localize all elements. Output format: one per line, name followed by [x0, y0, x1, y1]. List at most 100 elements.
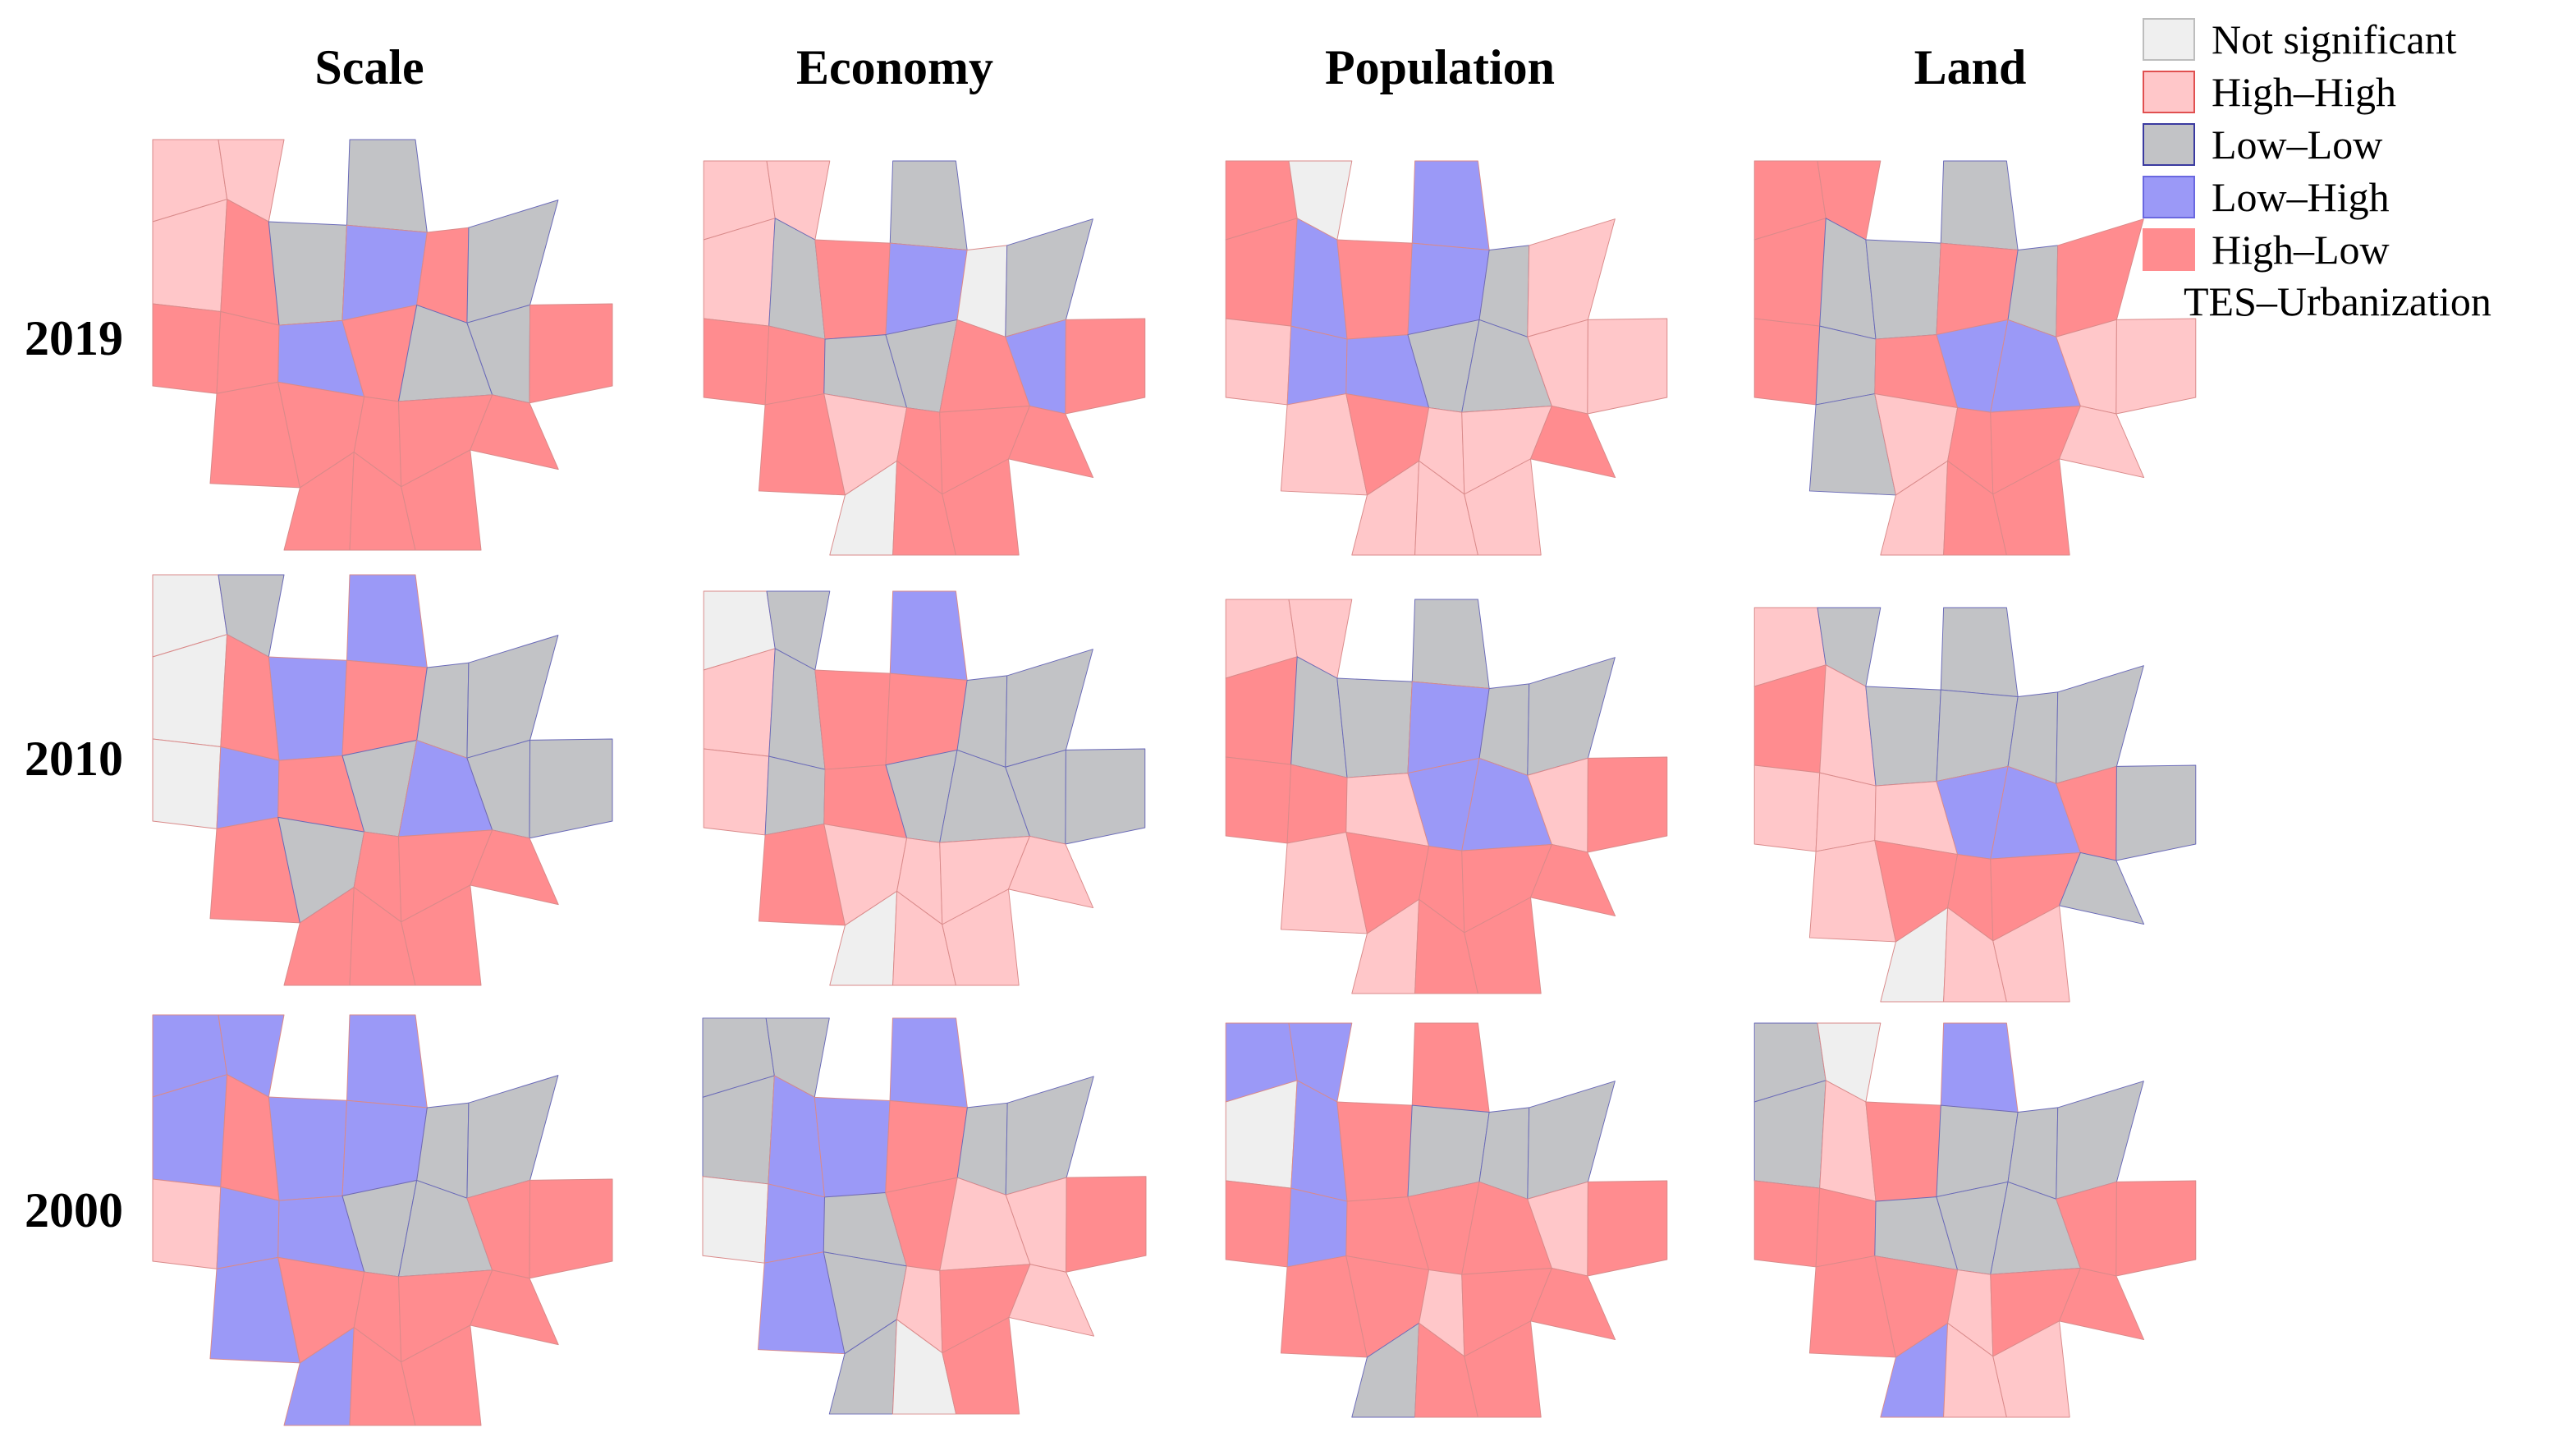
map-2000-land — [1753, 1022, 2197, 1418]
region-low-low — [1336, 677, 1413, 778]
region-high-high — [1753, 764, 1821, 852]
region-high-low — [1336, 1101, 1413, 1202]
region-low-low — [889, 160, 968, 250]
map-2019-land — [1753, 160, 2197, 556]
region-low-low — [268, 221, 347, 326]
region-high-low — [1530, 843, 1616, 917]
region-low-high — [346, 1014, 428, 1108]
region-high-low — [1815, 1187, 1877, 1268]
region-low-high — [1290, 1080, 1348, 1202]
region-high-low — [1992, 458, 2070, 556]
region-high-low — [1225, 756, 1292, 844]
region-high-low — [942, 1316, 1020, 1415]
legend-item-high-low: High–Low — [2143, 223, 2569, 276]
legend-label-low-low: Low–Low — [2212, 122, 2383, 168]
row-label-2000: 2000 — [25, 1183, 123, 1237]
region-low-low — [768, 648, 826, 770]
column-title-land: Land — [1914, 40, 2027, 94]
region-low-low — [529, 738, 613, 839]
map-2019-scale — [152, 139, 613, 551]
map-2010-scale — [152, 574, 613, 986]
region-low-low — [1815, 325, 1877, 406]
legend-label-not-significant: Not significant — [2212, 16, 2457, 62]
legend-label-low-high: Low–High — [2212, 174, 2390, 220]
legend-caption: TES–Urbanization — [2184, 278, 2491, 324]
region-high-high — [1008, 1264, 1095, 1337]
region-low-high — [216, 1186, 280, 1269]
region-high-low — [470, 1269, 559, 1346]
legend-item-high-high: High–High — [2143, 66, 2569, 118]
legend-swatch-high-low — [2143, 228, 2195, 271]
region-high-low — [220, 634, 280, 761]
region-low-high — [889, 1017, 968, 1108]
region-high-low — [764, 325, 826, 406]
region-high-low — [1530, 405, 1616, 479]
legend-swatch-high-high — [2143, 71, 2195, 113]
region-high-low — [1411, 1022, 1490, 1113]
region-high-high — [1225, 318, 1292, 406]
region-high-low — [1464, 1320, 1542, 1418]
region-high-low — [1753, 318, 1821, 406]
region-high-low — [529, 303, 613, 404]
region-not-significant — [152, 738, 222, 829]
region-high-low — [814, 669, 891, 770]
region-high-low — [1753, 1180, 1821, 1268]
region-high-high — [1819, 1080, 1877, 1202]
region-low-high — [1286, 325, 1348, 406]
region-low-high — [1411, 160, 1490, 250]
map-2010-population — [1225, 599, 1668, 994]
region-high-low — [1066, 1176, 1147, 1273]
region-low-low — [768, 218, 826, 340]
region-low-low — [1865, 686, 1941, 787]
legend-swatch-low-low — [2143, 123, 2195, 166]
region-high-low — [2115, 1180, 2197, 1277]
region-high-low — [1008, 405, 1094, 479]
column-title-population: Population — [1324, 40, 1556, 94]
region-low-high — [1940, 1022, 2019, 1113]
region-low-high — [768, 1075, 825, 1198]
legend-label-high-high: High–High — [2212, 69, 2396, 115]
region-high-low — [1865, 1101, 1941, 1202]
region-low-high — [268, 656, 347, 761]
region-low-high — [889, 590, 968, 681]
region-high-high — [1464, 458, 1542, 556]
map-2000-economy — [702, 1017, 1147, 1415]
region-high-low — [1587, 756, 1668, 853]
region-low-low — [1865, 239, 1941, 340]
region-high-low — [401, 1324, 482, 1426]
region-low-high — [763, 1183, 825, 1264]
legend-swatch-low-high — [2143, 176, 2195, 218]
region-high-low — [470, 829, 559, 906]
map-2000-population — [1225, 1022, 1668, 1418]
region-low-low — [1940, 160, 2019, 250]
region-high-low — [220, 1074, 280, 1201]
region-high-low — [216, 311, 280, 394]
region-high-low — [1336, 239, 1413, 340]
map-2010-economy — [703, 590, 1146, 986]
region-low-low — [346, 139, 428, 233]
region-low-low — [1819, 218, 1877, 340]
map-2000-scale — [152, 1014, 613, 1426]
region-low-high — [814, 1096, 891, 1198]
region-low-high — [268, 1096, 347, 1201]
region-high-low — [2059, 1267, 2145, 1341]
legend-label-high-low: High–Low — [2212, 227, 2390, 273]
region-high-high — [942, 888, 1020, 986]
region-high-high — [2115, 318, 2197, 415]
legend: Not significant High–High Low–Low Low–Hi… — [2143, 13, 2569, 325]
region-high-high — [1008, 835, 1094, 909]
map-2019-economy — [703, 160, 1146, 556]
region-high-high — [1992, 1320, 2070, 1418]
legend-item-not-significant: Not significant — [2143, 13, 2569, 66]
region-high-low — [1286, 764, 1348, 844]
region-high-low — [1587, 1180, 1668, 1277]
region-high-low — [1464, 897, 1542, 994]
region-high-low — [529, 1178, 613, 1279]
region-high-low — [703, 318, 770, 406]
column-title-economy: Economy — [796, 40, 993, 94]
region-high-high — [1815, 772, 1877, 852]
region-high-low — [152, 303, 222, 394]
region-low-high — [1286, 1187, 1348, 1268]
region-high-high — [152, 1178, 222, 1269]
region-low-low — [1411, 599, 1490, 689]
